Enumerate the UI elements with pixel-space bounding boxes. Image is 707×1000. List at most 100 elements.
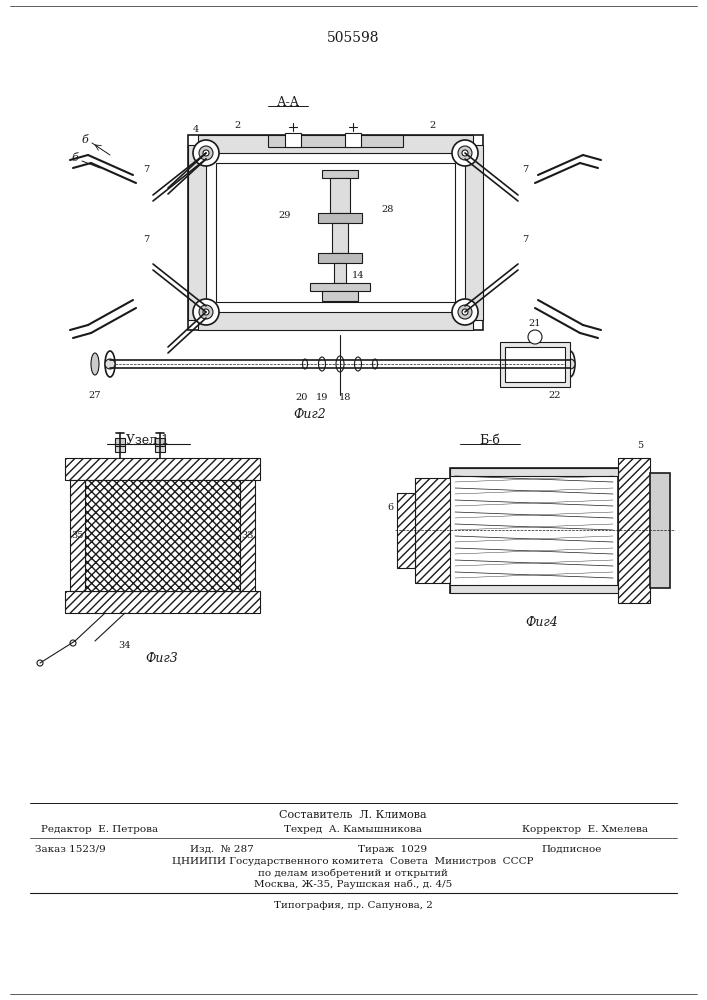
- Bar: [322, 170, 358, 178]
- Bar: [198, 135, 473, 153]
- Circle shape: [105, 359, 115, 369]
- Circle shape: [458, 305, 472, 319]
- Text: 505598: 505598: [327, 31, 379, 45]
- Bar: [240, 480, 255, 591]
- Circle shape: [452, 299, 478, 325]
- Text: Редактор  Е. Петрова: Редактор Е. Петрова: [42, 826, 158, 834]
- Text: 4: 4: [193, 124, 199, 133]
- Bar: [115, 446, 125, 452]
- Circle shape: [199, 305, 213, 319]
- Bar: [618, 458, 650, 603]
- Text: 19: 19: [316, 393, 328, 402]
- Text: 7: 7: [143, 165, 149, 174]
- Bar: [397, 493, 415, 568]
- Circle shape: [565, 359, 575, 369]
- Circle shape: [37, 660, 43, 666]
- Ellipse shape: [318, 357, 325, 371]
- Circle shape: [203, 309, 209, 315]
- Text: Корректор  Е. Хмелева: Корректор Е. Хмелева: [522, 826, 648, 834]
- Bar: [65, 591, 260, 613]
- Circle shape: [203, 150, 209, 156]
- Text: 20: 20: [296, 393, 308, 402]
- Bar: [85, 480, 240, 591]
- Text: 14: 14: [352, 270, 364, 279]
- Text: Составитель  Л. Климова: Составитель Л. Климова: [279, 810, 427, 820]
- Bar: [330, 178, 350, 213]
- Bar: [332, 223, 348, 253]
- Text: Фиг4: Фиг4: [525, 616, 559, 630]
- Circle shape: [70, 640, 76, 646]
- Bar: [65, 458, 260, 480]
- Bar: [397, 493, 415, 568]
- Text: 27: 27: [89, 390, 101, 399]
- Ellipse shape: [336, 356, 344, 372]
- Ellipse shape: [303, 359, 308, 369]
- Text: 33: 33: [242, 530, 255, 540]
- Text: Узел 1: Узел 1: [127, 434, 170, 446]
- Circle shape: [462, 150, 468, 156]
- Text: Москва, Ж-35, Раушская наб., д. 4/5: Москва, Ж-35, Раушская наб., д. 4/5: [254, 879, 452, 889]
- Bar: [650, 473, 670, 588]
- Bar: [240, 480, 255, 591]
- Bar: [188, 145, 206, 320]
- Bar: [465, 145, 483, 320]
- Text: Подписное: Подписное: [542, 844, 602, 854]
- Bar: [70, 480, 85, 591]
- Text: Изд.  № 287: Изд. № 287: [190, 844, 254, 854]
- Bar: [70, 480, 85, 591]
- Text: ЦНИИПИ Государственного комитета  Совета  Министров  СССР: ЦНИИПИ Государственного комитета Совета …: [173, 857, 534, 866]
- Bar: [318, 213, 362, 223]
- Text: 28: 28: [382, 206, 395, 215]
- Circle shape: [199, 146, 213, 160]
- Text: Заказ 1523/9: Заказ 1523/9: [35, 844, 105, 854]
- Text: б: б: [81, 135, 88, 145]
- Text: Техред  А. Камышникова: Техред А. Камышникова: [284, 826, 422, 834]
- Bar: [618, 458, 650, 603]
- Bar: [85, 480, 240, 591]
- Ellipse shape: [373, 359, 378, 369]
- Text: 6: 6: [387, 504, 393, 512]
- Bar: [322, 291, 358, 301]
- Bar: [268, 135, 403, 147]
- Text: А-А: А-А: [276, 96, 300, 108]
- Bar: [500, 342, 570, 387]
- Text: б: б: [71, 153, 78, 163]
- Bar: [115, 438, 125, 446]
- Text: 34: 34: [119, 641, 132, 650]
- Bar: [155, 446, 165, 452]
- Text: 2: 2: [235, 120, 241, 129]
- Bar: [188, 135, 483, 330]
- Text: 18: 18: [339, 393, 351, 402]
- Text: 21: 21: [529, 320, 542, 328]
- Text: Фиг2: Фиг2: [293, 408, 327, 422]
- Ellipse shape: [91, 353, 99, 375]
- Text: 7: 7: [143, 235, 149, 244]
- Bar: [198, 312, 473, 330]
- Circle shape: [458, 146, 472, 160]
- Bar: [65, 458, 260, 480]
- Bar: [450, 585, 618, 593]
- Text: Б-б: Б-б: [479, 434, 501, 446]
- Text: Типография, пр. Сапунова, 2: Типография, пр. Сапунова, 2: [274, 900, 433, 910]
- Bar: [216, 163, 455, 302]
- Text: Фиг3: Фиг3: [146, 652, 178, 664]
- Bar: [505, 347, 565, 382]
- Bar: [345, 133, 361, 147]
- Bar: [285, 133, 301, 147]
- Bar: [155, 438, 165, 446]
- Text: 22: 22: [549, 390, 561, 399]
- Text: Тираж  1029: Тираж 1029: [358, 844, 428, 854]
- Bar: [334, 263, 346, 283]
- Text: 5: 5: [637, 442, 643, 450]
- Bar: [415, 478, 450, 583]
- Circle shape: [452, 140, 478, 166]
- Text: 7: 7: [522, 165, 528, 174]
- Ellipse shape: [105, 351, 115, 377]
- Circle shape: [528, 330, 542, 344]
- Text: 2: 2: [430, 120, 436, 129]
- Bar: [450, 468, 618, 476]
- Text: по делам изобретений и открытий: по делам изобретений и открытий: [258, 868, 448, 878]
- Circle shape: [193, 299, 219, 325]
- Text: 7: 7: [522, 235, 528, 244]
- Bar: [310, 283, 370, 291]
